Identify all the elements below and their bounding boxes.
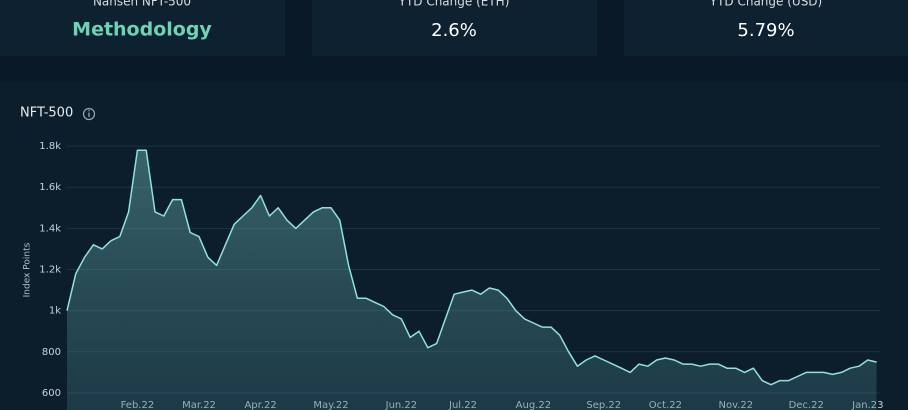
card [624, 0, 908, 56]
y-tick-label: 1.2k [39, 265, 61, 276]
card [312, 0, 597, 56]
y-tick-label: 1.6k [39, 182, 61, 193]
card-value: 2.6% [431, 20, 477, 41]
card-link[interactable]: Methodology [72, 19, 212, 41]
card-label: YTD Change (USD) [709, 0, 822, 9]
card-label: YTD Change (ETH) [398, 0, 510, 9]
y-tick-label: 800 [42, 347, 61, 358]
line [66, 149, 877, 386]
y-tick-label: 1.8k [39, 141, 61, 152]
y-tick-label: 1k [49, 306, 61, 317]
y-tick-label: 1.4k [39, 223, 61, 234]
card [0, 0, 285, 56]
y-tick-label: 600 [42, 388, 61, 399]
info-icon[interactable] [82, 107, 96, 121]
area [67, 150, 877, 410]
card-value: 5.79% [737, 20, 794, 41]
card-label: Nansen NFT-500 [93, 0, 191, 9]
chart-title: NFT-500 [20, 106, 73, 121]
y-axis-label: Index Points [23, 242, 33, 297]
